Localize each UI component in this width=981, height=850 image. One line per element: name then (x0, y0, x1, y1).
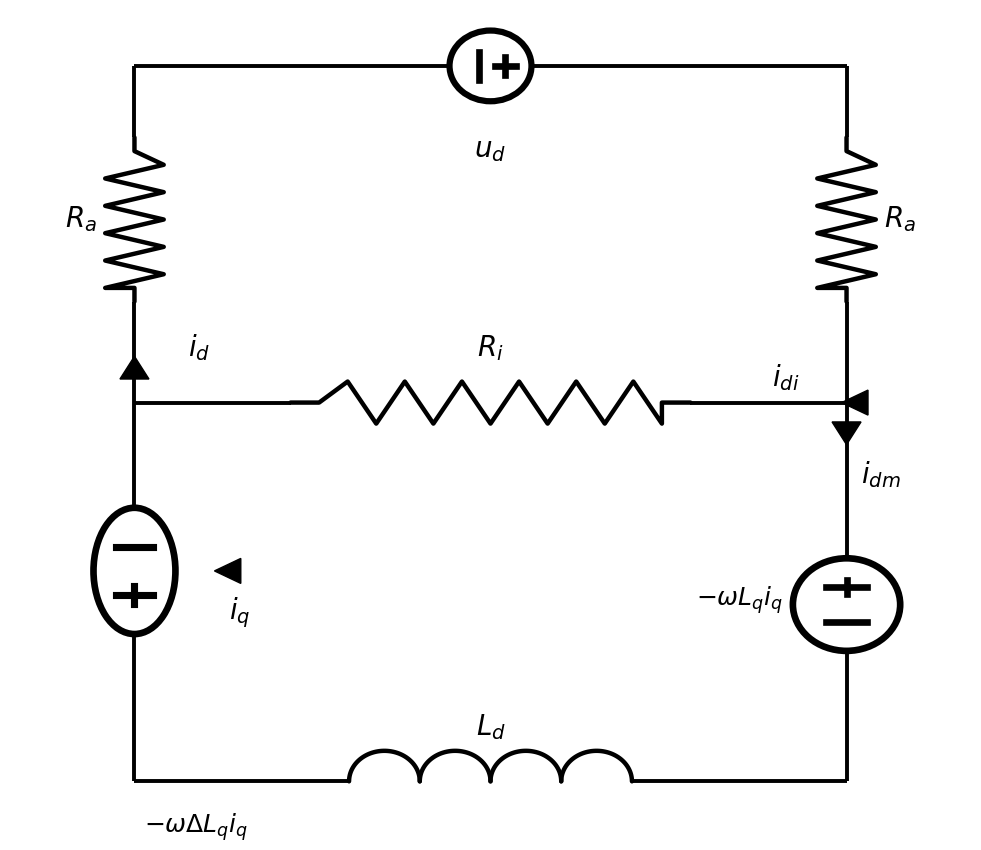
Polygon shape (120, 356, 149, 379)
Polygon shape (215, 558, 240, 583)
Text: $R_i$: $R_i$ (477, 333, 504, 363)
Text: $i_{dm}$: $i_{dm}$ (861, 459, 901, 490)
Ellipse shape (93, 507, 176, 634)
Text: $R_a$: $R_a$ (65, 205, 97, 235)
Text: $-\omega\Delta L_q i_q$: $-\omega\Delta L_q i_q$ (144, 812, 248, 843)
Text: $i_{di}$: $i_{di}$ (772, 362, 800, 393)
Text: $-\omega L_q i_q$: $-\omega L_q i_q$ (697, 585, 783, 616)
Polygon shape (832, 422, 861, 445)
Text: $i_d$: $i_d$ (188, 332, 210, 363)
Text: $i_q$: $i_q$ (230, 596, 250, 631)
Polygon shape (842, 390, 868, 415)
Circle shape (793, 558, 901, 651)
Text: $L_d$: $L_d$ (476, 711, 505, 741)
Text: $R_a$: $R_a$ (884, 205, 916, 235)
Text: $u_d$: $u_d$ (475, 136, 506, 164)
Circle shape (449, 31, 532, 101)
